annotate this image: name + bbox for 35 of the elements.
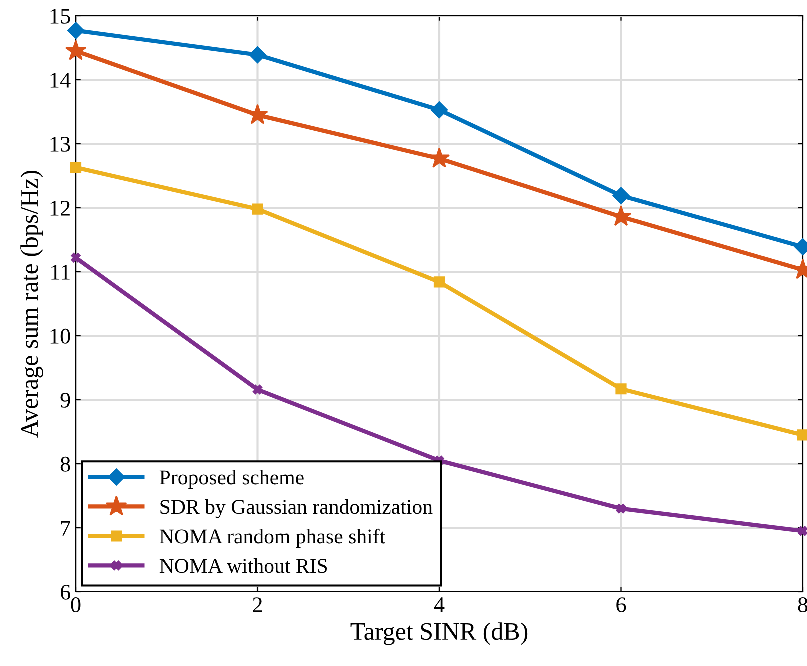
point [434, 276, 446, 288]
point [798, 526, 807, 536]
point [616, 504, 626, 514]
x-tick-label: 2 [253, 598, 262, 612]
y-tick-label: 9 [60, 392, 70, 408]
y-tick-label: 14 [50, 73, 71, 88]
legend-label: NOMA without RIS [160, 558, 328, 574]
y-tick-label: 8 [60, 456, 70, 472]
legend-label: NOMA random phase shift [160, 528, 386, 548]
x-tick-label: 6 [616, 598, 626, 612]
point [71, 253, 81, 263]
x-axis-title: Target SINR (dB) [350, 622, 528, 646]
x-tick-label: 4 [434, 598, 445, 612]
y-tick-label: 6 [60, 584, 70, 600]
point [249, 46, 266, 64]
y-axis-title: Average sum rate (bps/Hz) [20, 171, 44, 438]
y-tick-label: 13 [50, 136, 70, 152]
point [252, 384, 263, 395]
y-tick-label: 10 [50, 328, 70, 344]
point [70, 162, 82, 174]
x-tick-label: 0 [71, 598, 81, 612]
point [797, 430, 807, 441]
legend-label: Proposed scheme [160, 470, 304, 489]
y-tick-label: 15 [50, 9, 70, 24]
point [616, 384, 627, 395]
point [252, 204, 264, 215]
y-tick-label: 12 [50, 200, 70, 216]
point [65, 40, 87, 60]
point [67, 22, 85, 40]
point [428, 148, 450, 168]
y-tick-label: 11 [52, 265, 70, 280]
point [612, 187, 630, 204]
y-tick-label: 7 [61, 521, 70, 536]
point [430, 102, 448, 119]
legend-label: SDR by Gaussian randomization [160, 500, 433, 518]
